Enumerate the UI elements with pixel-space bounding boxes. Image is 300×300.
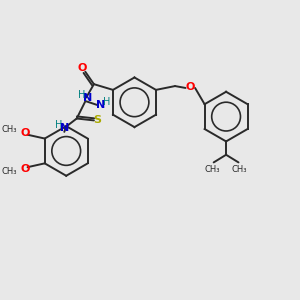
Text: CH₃: CH₃ [232,165,247,174]
Text: CH₃: CH₃ [2,125,17,134]
Text: O: O [20,128,29,138]
Text: O: O [78,63,87,73]
Text: S: S [94,116,102,125]
Text: N: N [60,123,69,133]
Text: N: N [82,94,92,103]
Text: O: O [20,164,29,174]
Text: CH₃: CH₃ [205,165,220,174]
Text: H: H [103,97,110,107]
Text: N: N [96,100,105,110]
Text: H: H [55,120,62,130]
Text: H: H [78,90,85,100]
Text: CH₃: CH₃ [2,167,17,176]
Text: O: O [186,82,195,92]
